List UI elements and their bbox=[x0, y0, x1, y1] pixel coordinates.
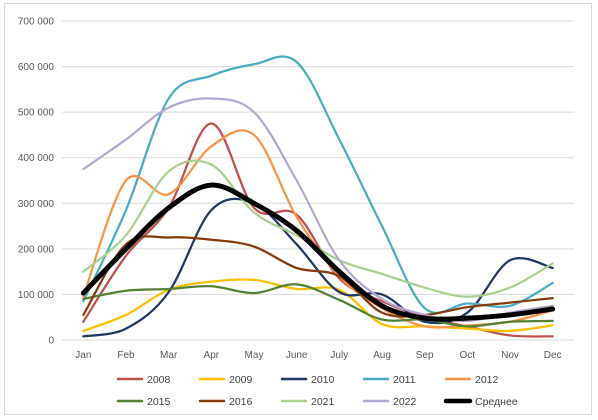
legend: 2008 2009 2010 2011 2012 2015 2016 2021 2022 Сред… bbox=[116, 374, 518, 408]
legend-item-2011: 2011 bbox=[362, 374, 416, 386]
series-line-Среднее bbox=[80, 182, 556, 322]
series-line-2016 bbox=[82, 235, 554, 318]
series-line-2021 bbox=[82, 159, 554, 298]
y-tick-label: 700 000 bbox=[18, 17, 55, 28]
legend-label: 2009 bbox=[229, 374, 253, 386]
legend-item-2015: 2015 bbox=[116, 396, 171, 408]
legend-label: 2021 bbox=[311, 396, 335, 408]
x-tick-label: Sep bbox=[416, 350, 434, 361]
y-tick-label: 0 bbox=[48, 336, 54, 347]
legend-label: 2022 bbox=[393, 396, 417, 408]
x-tick-label: June bbox=[286, 350, 308, 361]
x-tick-label: Aug bbox=[373, 350, 391, 361]
series-line-2022 bbox=[82, 97, 554, 322]
series-lines bbox=[80, 55, 556, 338]
x-tick-label: Jan bbox=[75, 350, 91, 361]
legend-label: 2015 bbox=[147, 396, 171, 408]
x-tick-label: May bbox=[245, 350, 264, 361]
legend-label: Среднее bbox=[475, 396, 518, 408]
legend-label: 2016 bbox=[229, 396, 253, 408]
legend-item-2021: 2021 bbox=[280, 396, 335, 408]
x-axis-tick-labels: Jan Feb Mar Apr May June July Aug Sep Oct Nov Dec bbox=[75, 350, 561, 361]
legend-label: 2008 bbox=[147, 374, 171, 386]
x-tick-label: Mar bbox=[160, 350, 178, 361]
x-tick-label: Nov bbox=[501, 350, 519, 361]
y-axis-tick-labels: 0 100 000 200 000 300 000 400 000 500 000 600 … bbox=[18, 17, 55, 347]
chart-frame bbox=[4, 3, 592, 415]
legend-label: 2012 bbox=[475, 374, 499, 386]
series-line-2010 bbox=[82, 197, 554, 338]
y-tick-label: 500 000 bbox=[18, 108, 55, 119]
series-line-2011 bbox=[82, 55, 554, 315]
y-tick-label: 200 000 bbox=[18, 244, 55, 255]
legend-item-2022: 2022 bbox=[362, 396, 417, 408]
y-tick-label: 300 000 bbox=[18, 199, 55, 210]
series-line-2009 bbox=[82, 278, 554, 333]
legend-item-2009: 2009 bbox=[198, 374, 253, 386]
legend-item-2016: 2016 bbox=[198, 396, 253, 408]
legend-item-2010: 2010 bbox=[280, 374, 335, 386]
legend-item-Среднее: Среднее bbox=[443, 396, 518, 408]
series-line-2015 bbox=[82, 283, 554, 328]
y-tick-label: 600 000 bbox=[18, 62, 55, 73]
y-tick-label: 100 000 bbox=[18, 290, 55, 301]
x-tick-label: Oct bbox=[460, 350, 476, 361]
x-tick-label: Apr bbox=[204, 350, 220, 361]
x-tick-label: July bbox=[330, 350, 348, 361]
x-tick-label: Dec bbox=[544, 350, 562, 361]
legend-label: 2011 bbox=[393, 374, 416, 386]
legend-item-2012: 2012 bbox=[444, 374, 499, 386]
legend-label: 2010 bbox=[311, 374, 335, 386]
y-tick-label: 400 000 bbox=[18, 153, 55, 164]
x-tick-label: Feb bbox=[117, 350, 135, 361]
legend-item-2008: 2008 bbox=[116, 374, 171, 386]
